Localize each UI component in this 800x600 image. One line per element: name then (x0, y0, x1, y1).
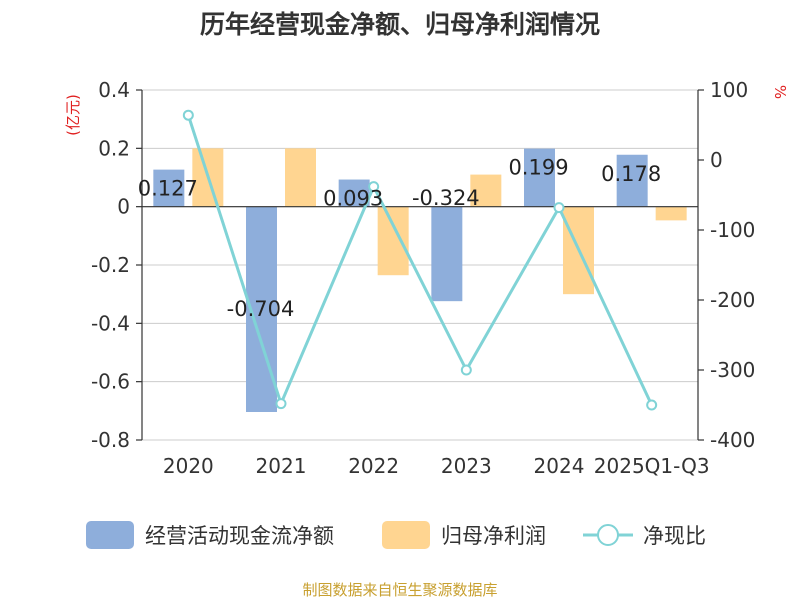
right-tick-label: -300 (710, 358, 755, 382)
legend: 经营活动现金流净额 归母净利润 净现比 (86, 521, 706, 549)
ratio-line (182, 109, 658, 411)
left-tick-label: -0.4 (91, 311, 130, 335)
ratio-point-2024 (553, 202, 565, 214)
right-tick-label: -200 (710, 288, 755, 312)
net-profit-bar-2022 (377, 206, 409, 276)
cashflow-bar-2025Q1-Q3 (616, 154, 648, 207)
legend-ratio-label: 净现比 (643, 524, 706, 548)
category-label-2020: 2020 (163, 454, 214, 478)
cashflow-data-label-2021: -0.704 (227, 297, 295, 321)
ratio-point-2020 (182, 109, 194, 121)
left-axis-unit-label: (亿元) (64, 94, 82, 136)
category-label-2023: 2023 (441, 454, 492, 478)
ratio-point-2022 (368, 181, 380, 193)
cashflow-bar-2022 (338, 179, 370, 207)
left-tick-label: -0.2 (91, 253, 130, 277)
cashflow-bar-2023 (431, 206, 463, 302)
category-label-2024: 2024 (534, 454, 585, 478)
cashflow-data-label-2020: 0.127 (138, 177, 198, 201)
right-tick-label: 0 (710, 148, 723, 172)
chart-title: 历年经营现金净额、归母净利润情况 (200, 10, 600, 39)
cashflow-bar-2020 (153, 169, 185, 207)
left-tick-label: -0.6 (91, 370, 130, 394)
cashflow-data-label-2023: -0.324 (412, 186, 480, 210)
legend-net-profit-swatch (382, 521, 430, 549)
net-profit-bar-2021 (285, 148, 316, 207)
source-footer: 制图数据来自恒生聚源数据库 (302, 581, 497, 599)
ratio-point-2021 (275, 398, 287, 410)
right-axis-unit-label: % (771, 85, 789, 99)
net-profit-bar-2023 (470, 174, 502, 207)
cashflow-bar-2024 (524, 148, 555, 207)
axes: 0.4 0.2 0 -0.2 -0.4 -0.6 -0.8 100 0 -100 -200 -300 -… (91, 78, 755, 478)
cashflow-data-label-2022: 0.093 (323, 187, 383, 211)
right-tick-label: -400 (710, 428, 755, 452)
legend-ratio-marker (597, 524, 619, 546)
left-tick-label: 0 (117, 195, 130, 219)
ratio-point-2025Q1-Q3 (646, 399, 658, 411)
legend-net-profit-label: 归母净利润 (441, 524, 546, 548)
ratio-point-2023 (460, 364, 472, 376)
category-label-2022: 2022 (348, 454, 399, 478)
legend-cashflow-label: 经营活动现金流净额 (145, 524, 334, 548)
legend-cashflow-swatch (86, 521, 134, 549)
cashflow-data-label-2025Q1-Q3: 0.178 (601, 162, 661, 186)
category-label-2021: 2021 (256, 454, 307, 478)
cashflow-data-label-2024: 0.199 (508, 156, 568, 180)
right-tick-label: -100 (710, 218, 755, 242)
right-tick-label: 100 (710, 78, 748, 102)
data-labels: 0.127 -0.704 0.093 -0.324 0.199 0.178 (138, 156, 661, 321)
category-label-2025Q1-Q3: 2025Q1-Q3 (594, 454, 710, 478)
left-tick-label: 0.2 (98, 136, 130, 160)
ratio-line-path (186, 114, 654, 408)
left-tick-label: 0.4 (98, 78, 130, 102)
left-tick-label: -0.8 (91, 428, 130, 452)
net-profit-bar-2025Q1-Q3 (655, 206, 687, 221)
